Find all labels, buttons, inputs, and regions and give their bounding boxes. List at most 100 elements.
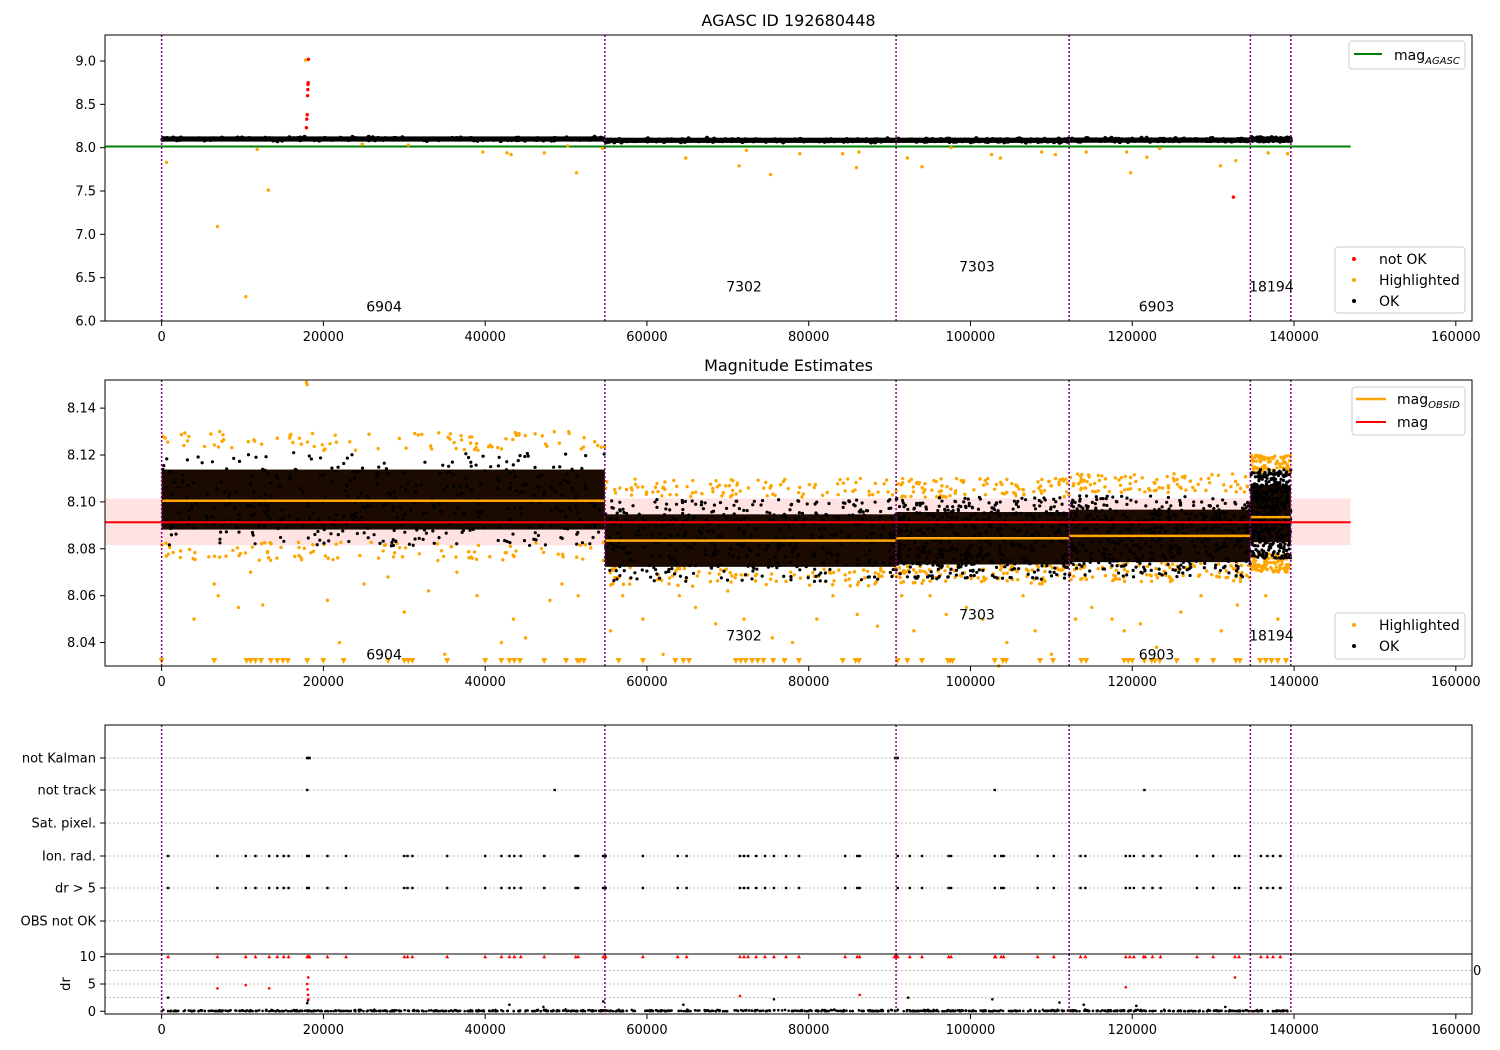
highlighted-point xyxy=(1147,487,1151,491)
ok-point xyxy=(1259,483,1263,487)
dr-ok-point xyxy=(773,1008,776,1012)
ok-point xyxy=(287,514,292,518)
ok-point xyxy=(675,533,680,537)
ok-point xyxy=(766,543,770,548)
ok-point xyxy=(1069,561,1073,565)
highlighted-point xyxy=(1264,593,1268,598)
ok-point xyxy=(994,511,998,515)
ok-point xyxy=(1232,530,1236,534)
ok-point xyxy=(480,136,485,142)
ok-point xyxy=(1282,523,1286,527)
highlighted-point xyxy=(1244,573,1249,578)
highlighted-point xyxy=(934,495,939,499)
ok-point xyxy=(532,493,536,497)
dr-ok-point xyxy=(292,1008,296,1012)
ok-point xyxy=(342,461,346,466)
legend-label: not OK xyxy=(1379,252,1427,268)
ok-point xyxy=(192,526,196,530)
ok-point xyxy=(1125,502,1129,506)
highlighted-point xyxy=(641,617,645,621)
ok-point xyxy=(421,537,425,541)
ok-point xyxy=(717,524,721,528)
highlighted-point xyxy=(788,570,793,574)
ok-point xyxy=(1148,494,1153,498)
dr-ok-point xyxy=(203,1009,207,1013)
ok-point xyxy=(963,496,967,500)
ok-point xyxy=(998,552,1003,556)
highlighted-point xyxy=(441,554,446,559)
ok-point xyxy=(253,542,257,546)
lower-limit-marker xyxy=(1078,658,1085,664)
highlighted-point xyxy=(923,482,927,486)
highlighted-point xyxy=(511,553,515,557)
flag-point xyxy=(306,854,309,858)
dr-ok-point xyxy=(420,1009,424,1013)
ok-point xyxy=(653,138,658,144)
ok-point xyxy=(672,556,676,560)
highlighted-point xyxy=(811,570,815,575)
ok-point xyxy=(906,534,911,538)
highlighted-point xyxy=(326,556,330,560)
ok-point xyxy=(946,508,950,512)
ok-point xyxy=(262,525,266,529)
ok-point xyxy=(774,555,778,559)
flag-point xyxy=(1233,854,1237,858)
dr-ok-point xyxy=(1060,1009,1064,1012)
highlighted-point xyxy=(836,492,840,497)
highlighted-point xyxy=(744,148,749,152)
ok-point xyxy=(1082,527,1086,531)
ok-point xyxy=(1071,548,1075,552)
ok-point xyxy=(282,539,286,543)
flag-point xyxy=(742,854,746,858)
dr-ok-point xyxy=(395,1009,398,1012)
ok-point xyxy=(1051,139,1057,145)
ok-point xyxy=(269,481,273,485)
ok-point xyxy=(948,547,953,551)
ok-point xyxy=(407,542,411,546)
ok-point xyxy=(404,487,408,492)
flag-point xyxy=(1000,854,1003,858)
highlighted-point xyxy=(178,549,183,553)
ok-point xyxy=(1208,138,1213,143)
ok-point xyxy=(1218,517,1222,521)
highlighted-point xyxy=(1088,483,1093,487)
highlighted-point xyxy=(218,429,222,434)
ok-point xyxy=(937,504,941,508)
ok-point xyxy=(1142,565,1146,569)
y-tick-label: 7.0 xyxy=(75,228,96,243)
ok-point xyxy=(1204,515,1208,519)
ok-point xyxy=(1188,562,1192,566)
lower-limit-marker xyxy=(252,658,259,664)
highlighted-point xyxy=(539,546,544,551)
highlighted-point xyxy=(901,476,905,481)
ok-point xyxy=(1014,502,1019,506)
ok-point xyxy=(278,484,282,488)
ok-point xyxy=(1253,554,1257,558)
ok-point xyxy=(1240,506,1245,510)
flag-point xyxy=(858,886,861,890)
ok-point xyxy=(925,541,929,545)
ok-point xyxy=(751,503,755,507)
ok-point xyxy=(1176,565,1180,569)
highlighted-point xyxy=(676,566,680,571)
ok-point xyxy=(285,525,289,529)
ok-point xyxy=(1257,479,1261,483)
ok-point xyxy=(1135,543,1139,547)
ok-point xyxy=(174,532,178,536)
highlighted-point xyxy=(979,579,984,584)
ok-point xyxy=(540,473,544,477)
ok-point xyxy=(865,536,869,540)
ok-point xyxy=(950,138,955,143)
ok-point xyxy=(1263,474,1267,478)
x-tick-label: 100000 xyxy=(946,675,996,690)
ok-point xyxy=(1111,495,1115,499)
highlighted-point xyxy=(660,494,664,498)
highlighted-point xyxy=(1125,569,1130,574)
highlighted-point xyxy=(1002,492,1007,496)
ok-point xyxy=(829,533,834,537)
highlighted-point xyxy=(1139,579,1144,584)
highlighted-point xyxy=(557,441,562,445)
ok-point xyxy=(700,500,704,504)
ok-point xyxy=(642,525,646,530)
lower-limit-marker xyxy=(742,658,749,664)
